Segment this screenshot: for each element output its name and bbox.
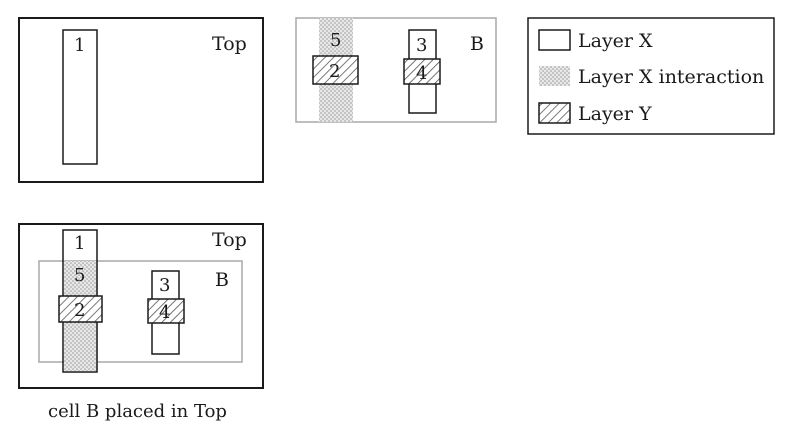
legend-swatch-layer-y [538,102,571,124]
shape-1-label: 1 [74,35,85,56]
placed-top-frame [18,223,264,389]
legend-swatch-layer-x-interaction [539,66,570,86]
placed-shape-5-label: 5 [74,265,85,286]
placed-shape-3-label: 3 [159,275,170,296]
top-cell: Top 1 [18,17,264,183]
placed-shape-2-label: 2 [74,300,85,321]
legend-label-layer-x-interaction: Layer X interaction [578,66,764,88]
shape-4 [403,58,441,85]
placed-shape-4 [147,298,185,324]
legend-swatch-layer-x [538,29,571,51]
legend-label-layer-x: Layer X [578,30,653,52]
placed-shape-1-label: 1 [74,233,85,254]
placed-b-label: B [215,269,229,291]
shape-2-label: 2 [329,61,340,82]
shape-4-label: 4 [416,63,427,84]
b-cell-label: B [470,33,484,55]
placed-view: Top B 1 5 2 3 4 cell B placed in Top [18,223,264,422]
legend-frame [527,17,775,135]
shape-2 [312,55,359,85]
b-cell: B 5 2 3 4 [295,17,497,123]
legend-label-layer-y: Layer Y [578,103,652,125]
top-cell-label: Top [212,33,247,55]
shape-5-label: 5 [330,30,341,51]
placed-b-frame [38,260,243,363]
placed-top-label: Top [212,229,247,251]
placed-shape-2 [58,295,103,323]
placed-shape-4-label: 4 [159,302,170,323]
legend: Layer X Layer X interaction Layer Y [527,17,775,135]
b-cell-frame [295,17,497,123]
shape-3-label: 3 [416,35,427,56]
top-cell-frame [18,17,264,183]
placed-caption: cell B placed in Top [48,401,227,422]
shape-1 [62,29,98,165]
